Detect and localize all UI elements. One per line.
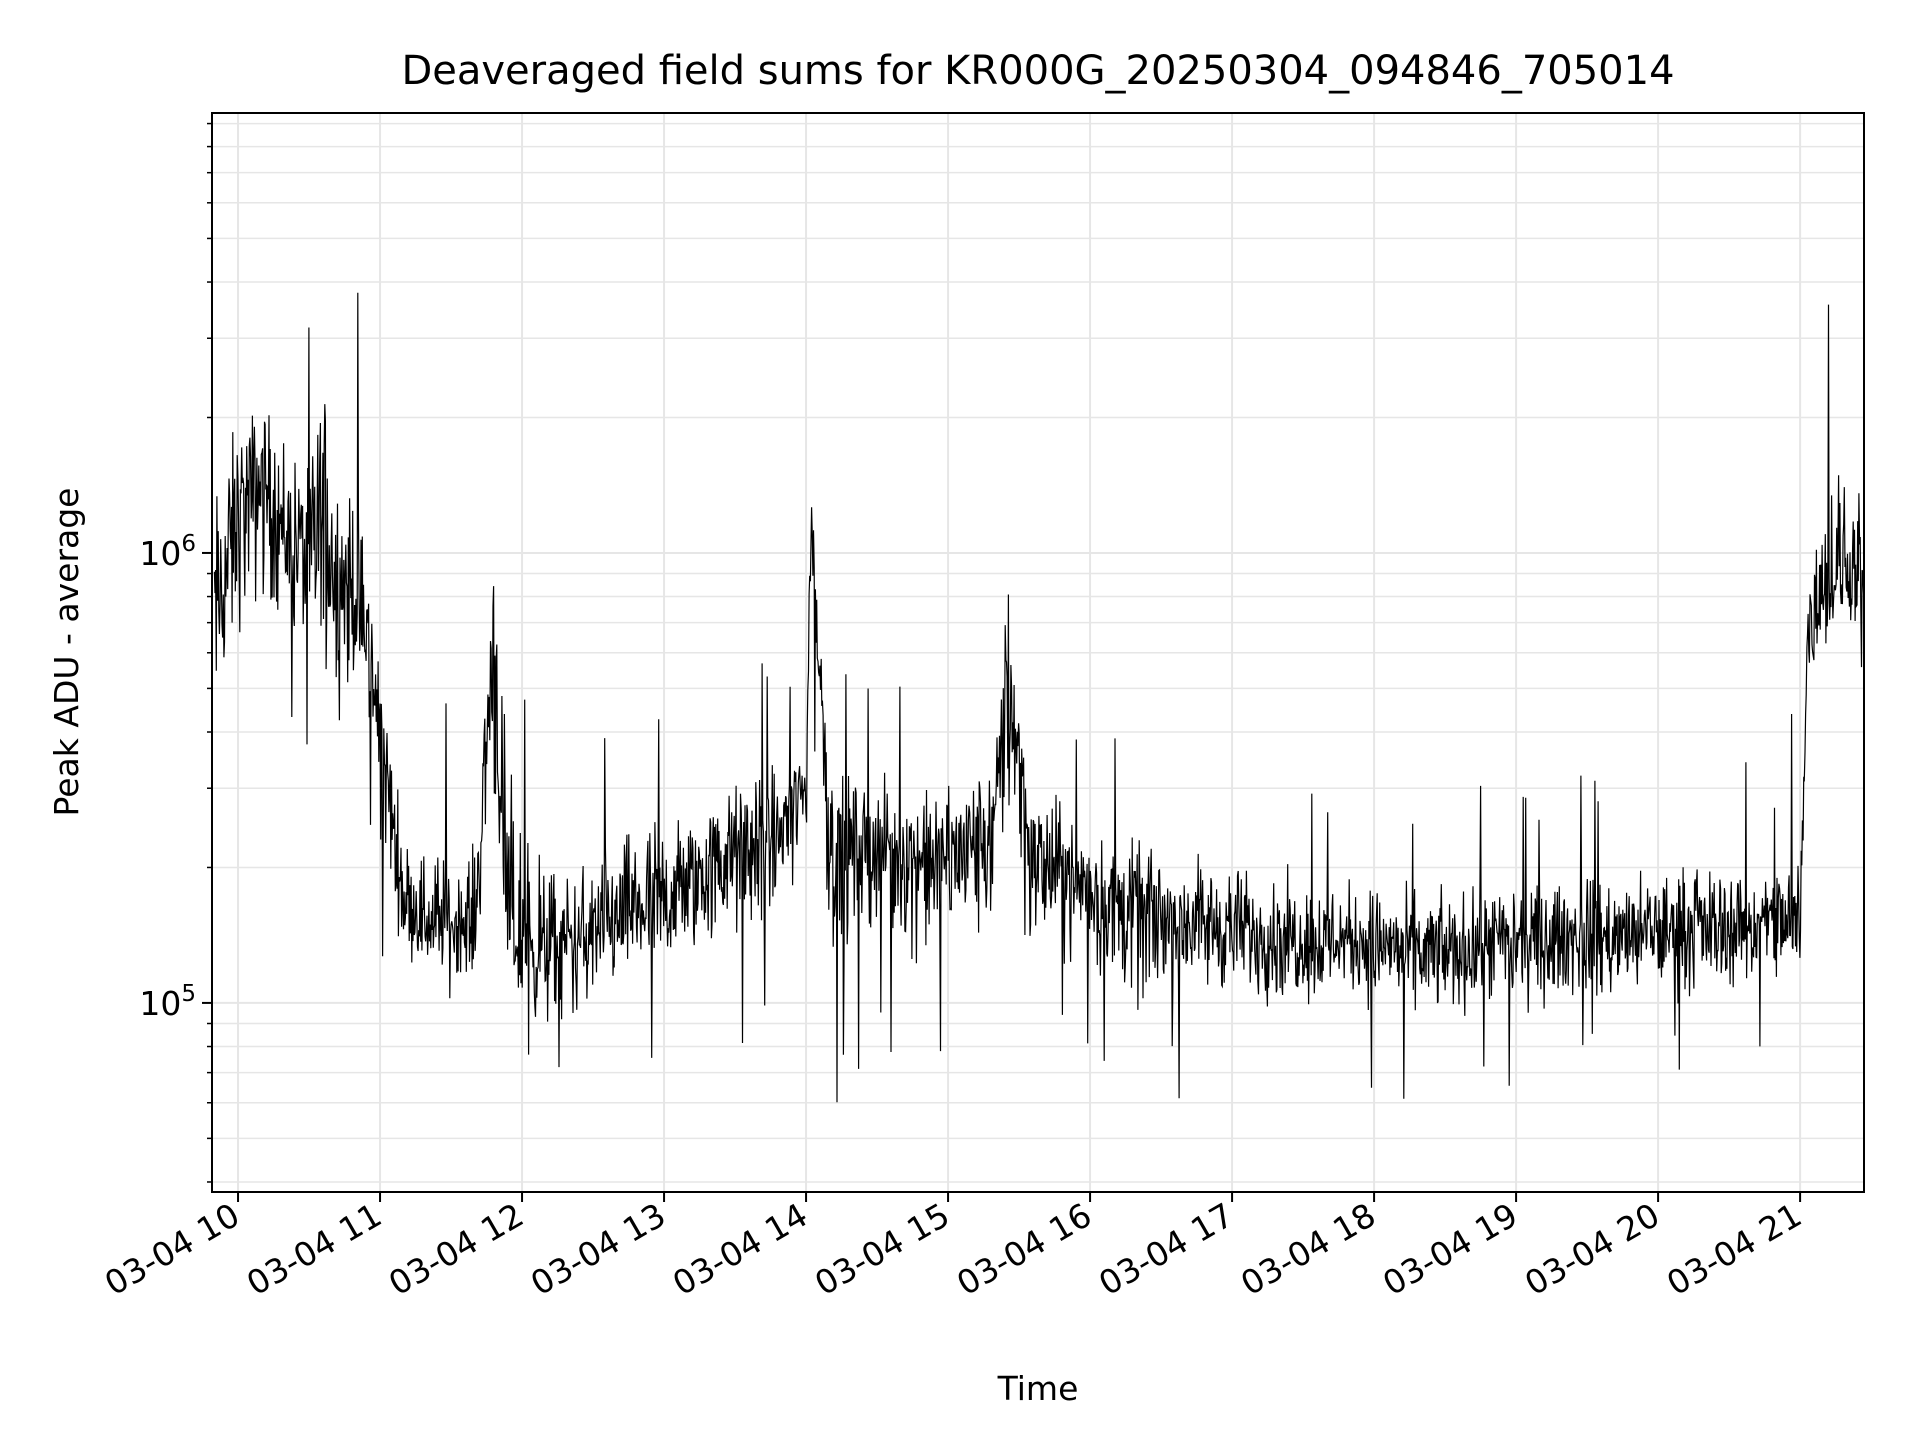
chart-title: Deaveraged field sums for KR000G_2025030… [401, 48, 1674, 94]
y-tick-label: 106 [139, 531, 196, 573]
x-axis-label: Time [997, 1369, 1079, 1408]
series-line [213, 292, 1865, 1103]
y-tick-label: 105 [139, 981, 196, 1023]
grid [212, 113, 1864, 1192]
y-axis-label: Peak ADU - average [47, 488, 86, 817]
series-path [213, 292, 1865, 1103]
